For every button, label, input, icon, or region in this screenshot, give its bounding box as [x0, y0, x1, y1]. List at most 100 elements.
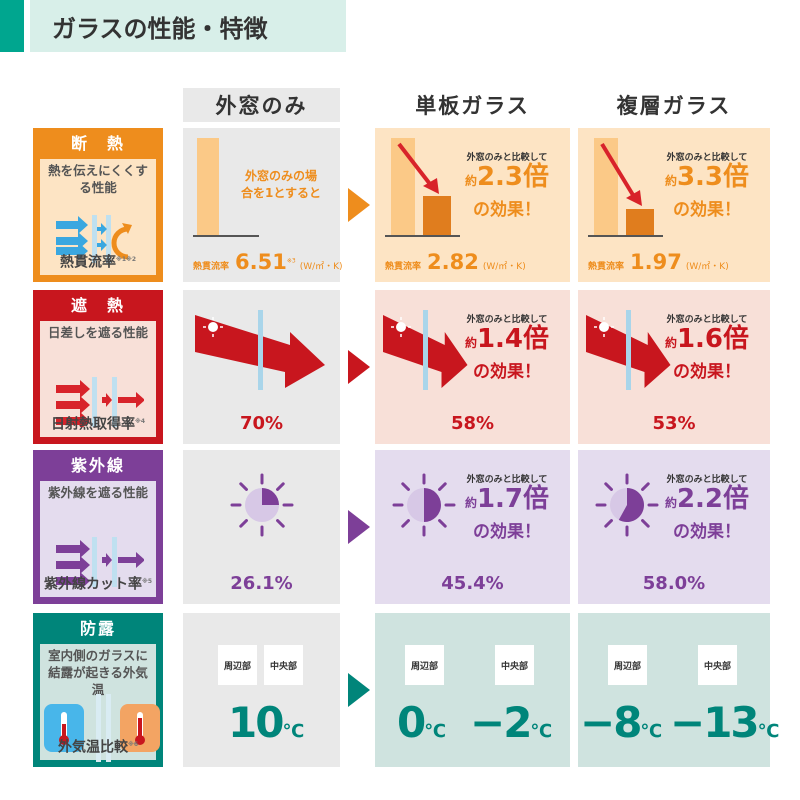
compare-label: 外窓のみと比較して	[466, 153, 548, 163]
category-body: 日差しを遮る性能 日射熱取得率※4	[40, 321, 156, 437]
percentage-value: 45.4%	[441, 573, 504, 594]
multiplier: 約1.4倍	[452, 325, 562, 357]
temperature-value: 10℃	[228, 698, 304, 747]
title-accent	[0, 0, 24, 52]
category-title: 遮 熱	[70, 296, 125, 315]
sun-ray-icon	[586, 310, 726, 394]
temperature-value: −2℃	[470, 698, 552, 747]
next-arrow-icon	[348, 350, 370, 384]
compare-label: 外窓のみと比較して	[466, 475, 548, 485]
cell-dew-outer: 周辺部 中央部 10℃	[183, 613, 340, 767]
sun-ray-icon	[383, 310, 523, 394]
cell-heat-single: 熱貫流率 2.82 (W/㎡・K) 外窓のみと比較して 約2.3倍の効果！	[375, 128, 570, 282]
multiplier-value: 1.4倍	[476, 324, 550, 354]
multiplier: 約2.2倍	[652, 485, 762, 517]
next-arrow-icon	[348, 673, 370, 707]
percentage-value: 58%	[450, 413, 495, 434]
cell-shade-single: 58% 外窓のみと比較して 約1.4倍 の効果！	[375, 290, 570, 444]
heat-value: 2.82	[427, 250, 479, 274]
approx-label: 約	[664, 336, 677, 350]
sun-ray-icon	[195, 310, 335, 394]
approx-label: 約	[664, 496, 677, 510]
comparison-text: 外窓のみと比較して 約1.7倍 の効果！	[452, 472, 562, 542]
cell-dew-double: 周辺部 中央部 −8℃ −13℃	[578, 613, 779, 767]
category-body: 熱を伝えにくくする性能 熱貫流率※1※2	[40, 159, 156, 275]
heat-value-line: 熱貫流率 2.82 (W/㎡・K)	[385, 250, 526, 274]
heat-value-label: 熱貫流率	[588, 262, 625, 272]
heat-transfer-icon	[54, 215, 134, 269]
cell-uv-single: 45.4% 外窓のみと比較して 約1.7倍 の効果！	[375, 450, 570, 604]
effect-label: の効果！	[473, 362, 541, 382]
temperature-unit: ℃	[424, 721, 447, 742]
heat-unit: (W/㎡・K)	[685, 262, 729, 272]
approx-label: 約	[464, 336, 477, 350]
temperature-unit: ℃	[530, 721, 553, 742]
compare-label: 外窓のみと比較して	[666, 153, 748, 163]
column-header-outer-window: 外窓のみ	[183, 88, 340, 122]
page-title: ガラスの性能・特徴	[30, 0, 346, 52]
comparison-text: 外窓のみと比較して 約2.2倍 の効果！	[652, 472, 762, 542]
category-dew: 防露 室内側のガラスに結露が起きる外気温 外気温比較※6	[33, 613, 163, 767]
category-uv: 紫外線 紫外線を遮る性能 紫外線カット率※5	[33, 450, 163, 604]
uv-sun-icon	[592, 470, 662, 544]
thermometer-icon	[42, 694, 162, 768]
multiplier: 約3.3倍	[652, 163, 762, 195]
approx-label: 約	[464, 174, 477, 188]
effect-label: の効果！	[673, 522, 741, 542]
category-title: 防露	[79, 619, 116, 638]
tag-periphery: 周辺部	[218, 645, 257, 685]
approx-label: 約	[464, 496, 477, 510]
base-note-text: 外窓のみの場合を1とすると	[241, 169, 321, 200]
heat-value-label: 熱貫流率	[193, 262, 230, 272]
multiplier-value: 2.2倍	[676, 484, 750, 514]
heat-value-line: 熱貫流率 1.97 (W/㎡・K)	[588, 250, 729, 274]
percentage-value: 70%	[239, 413, 284, 434]
multiplier-value: 1.6倍	[676, 324, 750, 354]
heat-unit: (W/㎡・K)	[482, 262, 526, 272]
cell-dew-single: 周辺部 中央部 0℃ −2℃	[375, 613, 570, 767]
effect-label: の効果！	[473, 522, 541, 542]
tag-center: 中央部	[495, 645, 534, 685]
temperature-unit: ℃	[640, 721, 663, 742]
heat-footnote: ※3	[286, 257, 296, 265]
bar-chart-icon	[193, 136, 263, 242]
multiplier-value: 1.7倍	[476, 484, 550, 514]
column-header-double-glass: 複層ガラス	[616, 94, 732, 118]
percentage-value: 26.1%	[230, 573, 293, 594]
category-description: 日差しを遮る性能	[47, 325, 148, 340]
temperature-number: 10	[228, 698, 284, 747]
temperature-number: −2	[470, 698, 532, 747]
tag-periphery: 周辺部	[405, 645, 444, 685]
tag-periphery: 周辺部	[608, 645, 647, 685]
uv-sun-icon	[227, 470, 297, 544]
category-heat: 断 熱熱を伝えにくくする性能 熱貫流率※1※2	[33, 128, 163, 282]
multiplier: 約2.3倍	[452, 163, 562, 195]
category-footnote: ※1※2	[115, 256, 136, 264]
category-footer-label: 熱貫流率	[59, 255, 116, 271]
tag-center: 中央部	[264, 645, 303, 685]
category-footnote: ※5	[141, 578, 152, 586]
effect-label: の効果！	[473, 200, 541, 220]
category-footer-label: 外気温比較	[57, 740, 128, 756]
category-body: 紫外線を遮る性能紫外線カット率※5	[40, 481, 156, 597]
effect-label: の効果！	[673, 200, 741, 220]
next-arrow-icon	[348, 510, 370, 544]
percentage-value: 58.0%	[642, 573, 706, 594]
temperature-number: −8	[580, 698, 642, 747]
category-body: 室内側のガラスに結露が起きる外気温 外気温比較※6	[40, 644, 160, 762]
cell-uv-outer: 26.1%	[183, 450, 340, 604]
category-description: 室内側のガラスに結露が起きる外気温	[48, 648, 148, 697]
cell-shade-double: 53% 外窓のみと比較して 約1.6倍 の効果！	[578, 290, 770, 444]
category-footer-label: 紫外線カット率	[43, 577, 142, 593]
next-arrow-icon	[348, 188, 370, 222]
comparison-text: 外窓のみと比較して 約2.3倍の効果！	[452, 150, 562, 220]
comparison-text: 外窓のみと比較して 約3.3倍の効果！	[652, 150, 762, 220]
temperature-value: −13℃	[670, 698, 779, 747]
cell-shade-outer: 70%	[183, 290, 340, 444]
effect-label: の効果！	[673, 362, 741, 382]
category-footer: 熱貫流率※1※2	[40, 251, 156, 272]
category-title: 断 熱	[70, 134, 125, 153]
temperature-number: −13	[670, 698, 760, 747]
category-description: 紫外線を遮る性能	[47, 485, 148, 500]
multiplier: 約1.7倍	[452, 485, 562, 517]
